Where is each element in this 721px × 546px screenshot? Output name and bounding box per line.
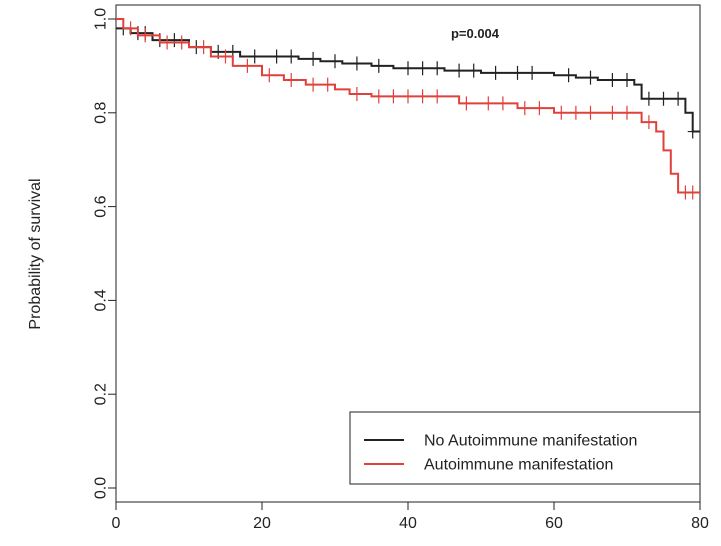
censor-mark [249,49,260,64]
censor-mark [373,58,384,73]
censor-mark [286,49,297,64]
censor-mark [220,49,231,64]
censor-mark [563,68,574,83]
y-tick-label: 0.0 [93,477,110,499]
censor-mark [308,77,319,92]
censor-mark [622,72,632,87]
censor-mark [417,61,428,76]
censor-mark [585,105,596,120]
censor-mark [534,101,545,116]
censor-mark [242,58,253,73]
censor-mark [351,87,362,102]
legend-label: Autoimmune manifestation [424,457,613,474]
censor-mark [687,124,698,139]
y-tick-label: 0.6 [93,195,110,217]
censor-mark [308,51,319,66]
censor-mark [125,21,136,36]
censor-mark [403,61,413,76]
y-axis-label: Probability of survival [27,178,44,329]
censor-mark [585,70,596,85]
censor-mark [490,65,501,80]
censor-mark [483,96,494,111]
y-tick-label: 0.4 [93,289,110,311]
censor-mark [264,68,275,83]
censor-mark [461,96,472,111]
censor-mark [271,49,282,64]
censor-mark [322,77,333,92]
censor-mark [330,54,340,69]
y-tick-label: 0.8 [93,102,110,124]
censor-mark [432,89,443,104]
censor-mark [643,115,654,130]
censor-mark [351,56,362,71]
censor-mark [570,105,581,120]
censor-mark [169,33,180,48]
censor-mark [497,96,508,111]
legend-box [349,411,701,485]
censor-mark [140,28,151,43]
censor-mark [162,35,173,50]
censor-mark [373,89,384,104]
censor-mark [643,91,654,106]
censor-mark [687,185,698,200]
x-tick-label: 0 [112,515,121,532]
censor-mark [607,105,618,120]
censor-mark [673,91,684,106]
x-tick-label: 40 [399,515,417,532]
y-tick-label: 0.2 [93,383,110,405]
censor-mark [417,89,428,104]
censor-mark [176,35,187,50]
censor-mark [468,63,479,78]
censor-mark [658,91,669,106]
censor-mark [454,63,465,78]
censor-mark [403,89,413,104]
censor-mark [432,61,443,76]
x-tick-label: 80 [691,515,709,532]
x-tick-label: 20 [253,515,271,532]
censor-mark [512,65,523,80]
x-tick-label: 60 [545,515,563,532]
censor-mark [286,72,297,87]
censor-mark [527,65,538,80]
censor-mark [519,101,530,116]
y-tick-label: 1.0 [93,8,110,30]
censor-mark [607,72,618,87]
censor-mark [622,105,632,120]
annotation: p=0.004 [451,26,500,41]
censor-mark [198,40,209,55]
censor-mark [388,89,399,104]
legend-label: No Autoimmune manifestation [424,433,637,450]
censor-mark [556,105,567,120]
